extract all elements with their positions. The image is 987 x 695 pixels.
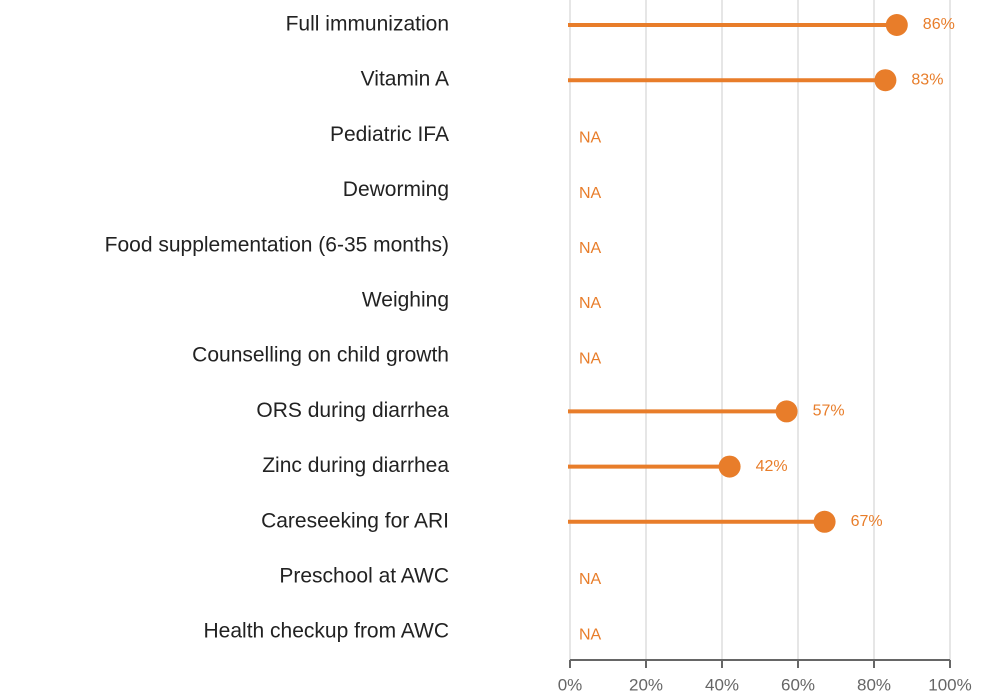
category-label: Counselling on child growth xyxy=(192,344,449,367)
category-label: Food supplementation (6-35 months) xyxy=(105,233,449,256)
dot xyxy=(813,510,836,533)
value-label: NA xyxy=(579,185,602,202)
value-label: 83% xyxy=(911,71,943,88)
x-tick-label: 40% xyxy=(705,675,739,694)
value-label: NA xyxy=(579,240,602,257)
value-label: 67% xyxy=(851,513,883,530)
value-label: NA xyxy=(579,130,602,147)
value-label: 86% xyxy=(923,16,955,33)
value-label: 57% xyxy=(813,403,845,420)
category-label: Preschool at AWC xyxy=(279,565,449,588)
category-label: Deworming xyxy=(343,178,449,201)
x-tick-label: 60% xyxy=(781,675,815,694)
category-label: Health checkup from AWC xyxy=(204,620,449,643)
dot xyxy=(874,69,897,92)
category-label: Pediatric IFA xyxy=(330,123,449,146)
category-label: Weighing xyxy=(362,289,449,312)
dot xyxy=(718,455,741,478)
category-label: Vitamin A xyxy=(361,68,449,91)
x-tick-label: 80% xyxy=(857,675,891,694)
x-tick-label: 0% xyxy=(558,675,583,694)
value-label: NA xyxy=(579,571,602,588)
category-label: Careseeking for ARI xyxy=(261,509,449,532)
dot xyxy=(885,14,908,36)
value-label: NA xyxy=(579,295,602,312)
value-label: 42% xyxy=(756,458,788,475)
category-label: Zinc during diarrhea xyxy=(262,454,449,477)
category-label: Full immunization xyxy=(286,13,449,36)
value-label: NA xyxy=(579,350,602,367)
x-tick-label: 20% xyxy=(629,675,663,694)
x-tick-label: 100% xyxy=(928,675,971,694)
dot xyxy=(775,400,798,423)
value-label: NA xyxy=(579,626,602,643)
category-label: ORS during diarrhea xyxy=(256,399,449,422)
